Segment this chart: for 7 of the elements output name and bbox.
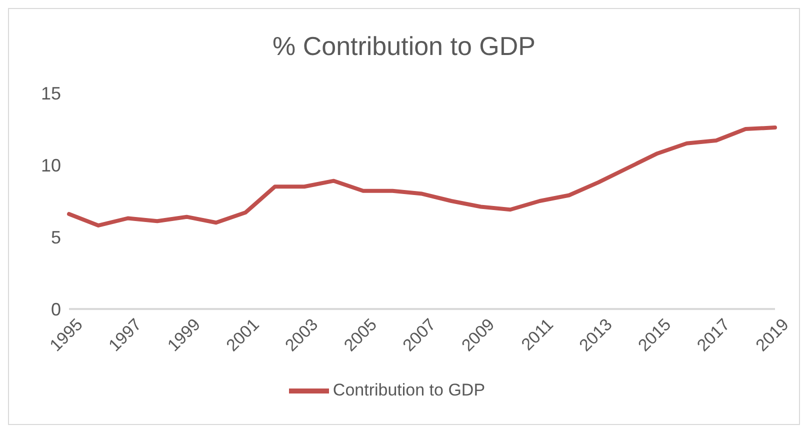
y-tick-label: 15: [40, 83, 61, 104]
y-tick-label: 10: [40, 155, 61, 176]
y-tick-label: 5: [50, 227, 61, 248]
legend-label: Contribution to GDP: [332, 380, 486, 400]
y-tick-label: 0: [50, 299, 61, 320]
line-series: [67, 126, 777, 228]
chart-title: % Contribution to GDP: [271, 30, 536, 63]
